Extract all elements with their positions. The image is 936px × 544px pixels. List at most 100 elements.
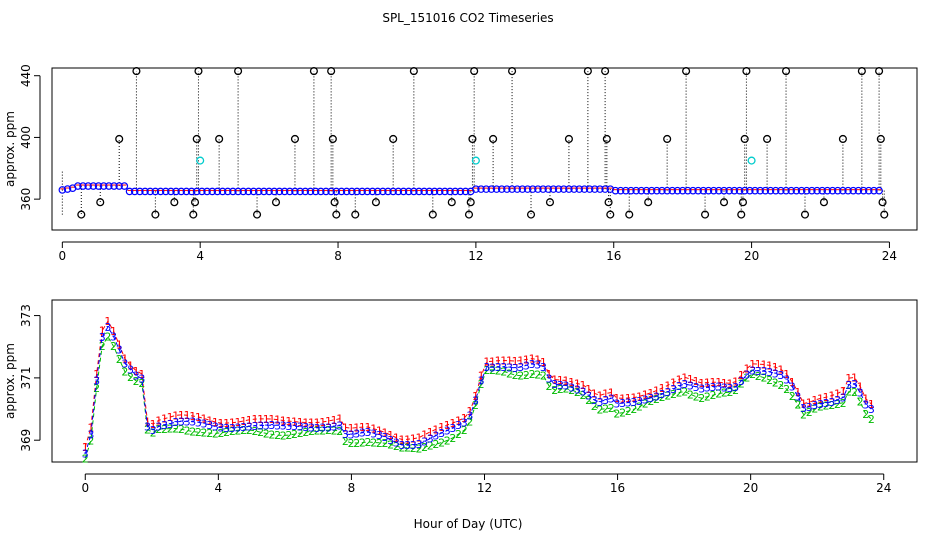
top-baseline-point [301,187,310,196]
series-3-marker: 3 [596,396,603,409]
series-3-marker: 3 [234,422,241,435]
bottom-x-tick-label: 12 [477,481,492,495]
series-1-marker: 1 [568,376,575,389]
series-3-marker: 3 [240,421,247,434]
series-2-marker: 2 [246,424,253,437]
series-2-marker: 2 [760,372,767,385]
series-3-marker: 3 [777,369,784,382]
top-baseline-point [492,185,501,193]
series-1-marker: 1 [87,422,94,435]
top-baseline-point [58,186,67,194]
series-3-marker: 3 [755,365,762,378]
top-baseline-point [306,187,315,196]
top-baseline-point [513,185,522,193]
series-2-marker: 2 [387,439,394,452]
top-baseline-point [528,185,537,193]
top-baseline-point [715,186,723,195]
series-3-marker: 3 [693,381,700,394]
series-3-marker: 3 [642,394,649,407]
series-2-marker: 2 [834,398,841,411]
series-2-marker: 2 [823,400,830,413]
series-1-marker: 1 [811,394,818,407]
series-3-marker: 3 [840,392,847,405]
series-3-marker: 3 [823,397,830,410]
series-1-marker: 1 [99,325,106,338]
series-3-marker: 3 [540,361,547,374]
series-1-marker: 1 [602,388,609,401]
series-3-marker: 3 [99,331,106,344]
series-3-marker: 3 [110,330,117,343]
series-2-marker: 2 [444,434,451,447]
top-outlier-point [663,134,672,144]
series-3-marker: 3 [500,361,507,374]
series-2-marker: 2 [432,438,439,451]
bottom-x-tick-label: 16 [610,481,625,495]
series-2-marker: 2 [370,436,377,449]
top-baseline-point [854,186,863,195]
series-3-marker: 3 [698,382,705,395]
series-2-marker: 2 [218,427,225,440]
series-1-marker: 1 [857,380,864,393]
top-baseline-point [746,186,754,195]
series-2-marker: 2 [676,387,683,400]
top-baseline-point [539,185,547,193]
top-outlier-point [625,210,634,219]
series-2-marker: 2 [201,427,208,440]
series-2-marker: 2 [512,369,519,382]
series-2-marker: 2 [546,380,553,393]
series-3-marker: 3 [308,422,315,435]
top-baseline-point [192,187,201,196]
series-3-marker: 3 [721,381,728,394]
series-3-marker: 3 [563,379,570,392]
top-baseline-point [151,187,160,196]
series-3-marker: 3 [551,378,558,391]
series-1-marker: 1 [613,392,620,405]
series-2-marker: 2 [342,435,349,448]
series-1-marker: 1 [184,409,191,422]
series-3-marker: 3 [857,386,864,399]
top-baseline-point [461,187,470,196]
top-baseline-point [632,186,640,195]
series-1-marker: 1 [495,355,502,368]
series-2-marker: 2 [274,429,281,442]
series-1-marker: 1 [800,397,807,410]
top-baseline-point [79,182,87,190]
series-1-marker: 1 [370,423,377,436]
top-baseline-point [441,187,449,196]
series-1-marker: 1 [280,415,287,428]
series-1-marker: 1 [353,422,360,435]
series-1-marker: 1 [625,392,632,405]
top-baseline-point [580,185,589,193]
series-3-marker: 3 [495,361,502,374]
series-3-marker: 3 [523,359,530,372]
series-2-marker: 2 [551,384,558,397]
top-baseline-point [167,187,175,196]
top-outlier-point [351,210,360,219]
series-1-marker: 1 [585,383,592,396]
top-cyan-point [196,156,205,165]
series-2-marker: 2 [608,402,615,415]
series-2-marker: 2 [721,387,728,400]
series-3-marker: 3 [579,385,586,398]
series-1-marker: 1 [619,392,626,405]
top-baseline-point [730,186,739,195]
series-3-marker: 3 [681,378,688,391]
top-plot-frame [51,67,918,231]
top-outlier-point [332,210,341,219]
top-baseline-point [771,186,780,195]
series-2-marker: 2 [817,401,824,414]
series-3-marker: 3 [472,395,479,408]
series-3-marker: 3 [811,399,818,412]
series-3-marker: 3 [285,420,292,433]
series-3-marker: 3 [444,425,451,438]
series-2-marker: 2 [811,403,818,416]
series-2-marker: 2 [557,383,564,396]
series-2-marker: 2 [438,436,445,449]
series-1-marker: 1 [421,429,428,442]
series-1-marker: 1 [93,368,100,381]
top-baseline-point [875,186,883,195]
series-2-marker: 2 [523,369,530,382]
series-1-marker: 1 [376,425,383,438]
series-2-marker: 2 [840,397,847,410]
